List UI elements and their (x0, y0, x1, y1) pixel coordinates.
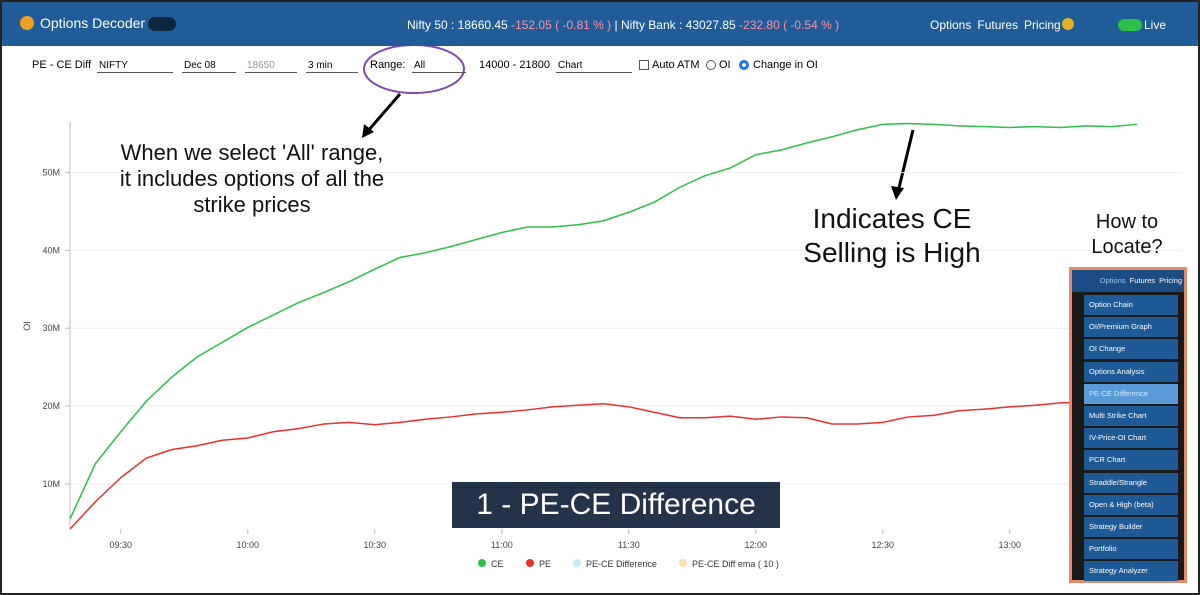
menu-item[interactable]: Strategy Analyzer (1084, 561, 1178, 582)
oi-option: OI (719, 59, 731, 71)
legend-item[interactable]: CE (478, 559, 504, 569)
annotation-line: Indicates CE (812, 203, 972, 234)
menu-item[interactable]: Open & High (beta) (1084, 494, 1178, 515)
arrow (896, 129, 915, 193)
menu-header-item[interactable]: Pricing (1159, 276, 1182, 285)
legend-label: PE-CE Difference (586, 559, 657, 569)
menu-item[interactable]: OI Change (1084, 339, 1178, 360)
x-tick-label: 13:00 (999, 540, 1022, 550)
y-axis-label: OI (22, 321, 32, 331)
auto-atm: Auto ATM (652, 59, 700, 71)
y-tick-label: 20M (42, 401, 60, 411)
page-label: PE - CE Diff (32, 59, 92, 71)
menu-item[interactable]: Strategy Builder (1084, 517, 1178, 537)
legend-swatch (679, 559, 687, 567)
menu-header: Options Futures Pricing (1072, 270, 1184, 292)
series-line (69, 399, 1137, 530)
nifty: Nifty 50 : 18660.45 (407, 18, 508, 32)
menu-item[interactable]: PE-CE Difference (1084, 383, 1178, 404)
legend-label: PE-CE Diff ema ( 10 ) (692, 559, 779, 569)
symbol-select[interactable]: NIFTY (97, 59, 173, 73)
strike-select[interactable]: 18650 (245, 59, 297, 73)
legend-item[interactable]: PE (526, 559, 551, 569)
annotation-line: it includes options of all the (119, 166, 385, 191)
y-tick-label: 50M (42, 168, 60, 178)
legend-swatch (526, 559, 534, 567)
range-label: Range: (370, 59, 406, 71)
legend-swatch (573, 559, 581, 567)
legend-swatch (478, 559, 486, 567)
legend-label: CE (491, 559, 504, 569)
x-tick-label: 09:30 (110, 540, 133, 550)
caption: 1 - PE-CE Difference (452, 482, 780, 528)
y-tick-label: 40M (42, 245, 60, 255)
x-tick-label: 12:30 (872, 540, 895, 550)
bank-change: -232.80 ( -0.54 % ) (739, 18, 840, 32)
live: Live (1144, 18, 1167, 32)
separator: | (614, 18, 618, 32)
arrow (365, 93, 402, 133)
interval-select[interactable]: 3 min (306, 59, 358, 73)
menu-header-item[interactable]: Futures (1129, 276, 1156, 285)
nav-item[interactable]: Pricing (1024, 18, 1061, 32)
menu-header-item[interactable]: Options (1099, 276, 1126, 285)
strike-range: 14000 - 21800 (479, 59, 550, 71)
series-line (69, 122, 1137, 520)
theme-toggle[interactable] (148, 17, 176, 31)
view-select[interactable]: Chart (556, 59, 632, 73)
menu-item[interactable]: Options Analysis (1084, 361, 1178, 382)
radio-selected[interactable] (739, 60, 749, 70)
legend-item[interactable]: PE-CE Difference (573, 559, 657, 569)
menu-item[interactable]: OI/Premium Graph (1084, 317, 1178, 338)
logo (20, 16, 34, 30)
brand: Options Decoder (40, 15, 146, 31)
arrowhead (362, 124, 374, 138)
menu-screenshot: Options Futures Pricing Option Chain OI/Pre… (1069, 267, 1187, 583)
live-toggle[interactable] (1118, 19, 1142, 31)
legend-label: PE (539, 559, 552, 569)
annotation-line: How to (1095, 211, 1159, 233)
range-note: When we select 'All' range, it includes o… (92, 140, 412, 218)
menu-item[interactable]: PCR Chart (1084, 450, 1178, 471)
y-tick-label: 10M (42, 479, 60, 489)
locate-note: How to Locate? (1068, 210, 1186, 260)
bank: Nifty Bank : 43027.85 (620, 18, 736, 32)
menu-item[interactable]: Multi Strike Chart (1084, 406, 1178, 426)
range-select[interactable]: All (412, 59, 466, 73)
menu-item[interactable]: Straddle/Strangle (1084, 472, 1178, 493)
annotation-line: strike prices (193, 192, 311, 217)
expiry-select[interactable]: Dec 08 (182, 59, 236, 73)
icon[interactable] (1062, 18, 1074, 30)
nifty-change: -152.05 ( -0.81 % ) (511, 18, 612, 32)
x-tick-label: 12:00 (745, 540, 768, 550)
x-tick-label: 11:30 (618, 540, 640, 550)
checkbox[interactable] (639, 60, 649, 70)
nav: Options Futures Pricing (930, 18, 1067, 32)
x-tick-label: 11:00 (491, 540, 513, 550)
y-tick-label: 30M (42, 323, 60, 333)
nav-item[interactable]: Futures (977, 18, 1019, 32)
annotation-line: When we select 'All' range, (120, 140, 384, 165)
change-oi-option: Change in OI (753, 59, 818, 71)
ce-note: Indicates CE Selling is High (782, 202, 1002, 270)
nav-item[interactable]: Options (930, 18, 972, 32)
legend-item[interactable]: PE-CE Diff ema ( 10 ) (679, 559, 779, 569)
menu-item[interactable]: Portfolio (1084, 539, 1178, 560)
legend: CE PE PE-CE Difference PE-CE Diff ema ( 10 … (2, 559, 1198, 575)
ticker: Nifty 50 : 18660.45 -152.05 ( -0.81 % ) … (407, 18, 839, 32)
x-tick-label: 10:00 (237, 540, 260, 550)
menu-item[interactable]: IV-Price-OI Chart (1084, 428, 1178, 449)
menu-item[interactable]: Option Chain (1084, 295, 1178, 315)
radio[interactable] (706, 60, 716, 70)
header: Options Decoder Nifty 50 : 18660.45 -152… (2, 2, 1198, 46)
x-tick-label: 10:30 (364, 540, 387, 550)
annotation-line: Locate? (1091, 236, 1163, 258)
arrowhead (891, 186, 904, 200)
annotation-line: Selling is High (803, 237, 981, 268)
